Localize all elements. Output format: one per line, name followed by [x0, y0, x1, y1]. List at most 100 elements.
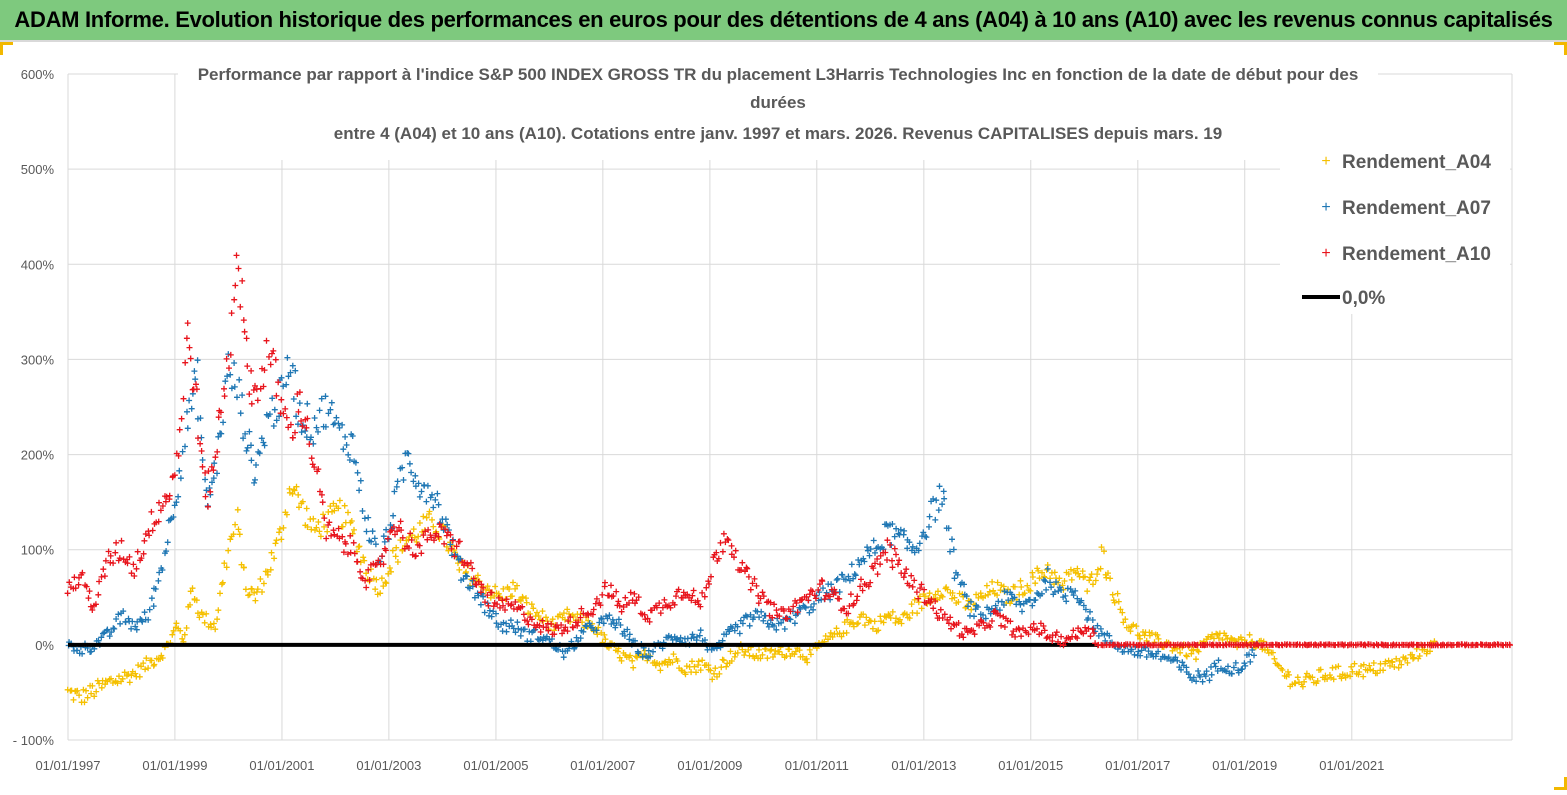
data-point: [340, 446, 346, 452]
data-point: [875, 571, 881, 577]
data-point: [901, 528, 907, 534]
data-point: [194, 386, 200, 392]
data-point: [401, 477, 407, 483]
data-point: [430, 524, 436, 530]
data-point: [187, 345, 193, 351]
data-point: [1058, 634, 1064, 640]
data-point: [342, 503, 348, 509]
data-point: [259, 589, 265, 595]
data-point: [1086, 577, 1092, 583]
data-point: [155, 578, 161, 584]
x-tick-label: 01/01/2017: [1105, 758, 1170, 773]
legend-label-a07: Rendement_A07: [1342, 198, 1491, 219]
data-point: [370, 528, 376, 534]
data-point: [747, 623, 753, 629]
data-point: [1053, 632, 1059, 638]
data-point: [244, 448, 250, 454]
data-point: [351, 527, 357, 533]
data-point: [444, 533, 450, 539]
data-point: [721, 657, 727, 663]
data-point: [188, 356, 194, 362]
data-point: [429, 517, 435, 523]
data-point: [356, 543, 362, 549]
data-point: [430, 505, 436, 511]
data-point: [273, 357, 279, 363]
data-point: [379, 575, 385, 581]
data-point: [321, 515, 327, 521]
data-point: [264, 338, 270, 344]
legend-item-a04: + Rendement_A04: [1321, 152, 1491, 173]
data-point: [232, 283, 238, 289]
data-point: [908, 573, 914, 579]
x-tick-label: 01/01/2015: [998, 758, 1063, 773]
data-point: [844, 630, 850, 636]
data-point: [236, 526, 242, 532]
report-banner: ADAM Informe. Evolution historique des p…: [0, 0, 1567, 42]
data-point: [148, 509, 154, 515]
data-point: [523, 595, 529, 601]
data-point: [861, 559, 867, 565]
y-tick-label: 600%: [21, 67, 55, 82]
data-point: [192, 376, 198, 382]
data-point: [357, 569, 363, 575]
data-point: [252, 598, 258, 604]
data-point: [348, 550, 354, 556]
frame-corner-bottom-right: [1554, 777, 1567, 790]
data-point: [284, 415, 290, 421]
data-point: [1087, 574, 1093, 580]
data-point: [1380, 667, 1386, 673]
data-point: [834, 625, 840, 631]
data-point: [758, 609, 764, 615]
data-point: [737, 631, 743, 637]
data-point: [1193, 656, 1199, 662]
data-point: [1348, 664, 1354, 670]
data-point: [509, 593, 515, 599]
data-point: [984, 583, 990, 589]
data-point: [390, 548, 396, 554]
data-point: [774, 607, 780, 613]
data-point: [941, 496, 947, 502]
data-point: [711, 671, 717, 677]
data-point: [1031, 621, 1037, 627]
data-point: [1002, 624, 1008, 630]
legend-label-a10: Rendement_A10: [1342, 244, 1491, 265]
data-point: [733, 548, 739, 554]
data-point: [225, 548, 231, 554]
data-point: [251, 480, 257, 486]
data-point: [1247, 659, 1253, 665]
data-point: [914, 589, 920, 595]
data-point: [1018, 633, 1024, 639]
data-point: [420, 514, 426, 520]
data-point: [998, 623, 1004, 629]
data-point: [395, 559, 401, 565]
data-point: [191, 368, 197, 374]
data-point: [393, 553, 399, 559]
data-point: [243, 586, 249, 592]
data-point: [244, 335, 250, 341]
x-tick-label: 01/01/2005: [463, 758, 528, 773]
data-point: [1322, 642, 1328, 648]
data-point: [145, 665, 151, 671]
data-point: [398, 518, 404, 524]
data-point: [82, 699, 88, 705]
data-point: [295, 492, 301, 498]
data-point: [232, 384, 238, 390]
data-point: [232, 522, 238, 528]
data-point: [893, 552, 899, 558]
data-point: [599, 592, 605, 598]
data-point: [671, 651, 677, 657]
y-tick-label: 300%: [21, 352, 55, 367]
data-point: [175, 494, 181, 500]
data-point: [248, 368, 254, 374]
data-point: [514, 619, 520, 625]
data-point: [304, 401, 310, 407]
data-point: [855, 620, 861, 626]
data-point: [1093, 578, 1099, 584]
data-point: [411, 526, 417, 532]
x-tick-label: 01/01/2009: [677, 758, 742, 773]
data-point: [871, 538, 877, 544]
data-point: [146, 532, 152, 538]
data-point: [184, 335, 190, 341]
data-point: [226, 365, 232, 371]
data-point: [236, 377, 242, 383]
